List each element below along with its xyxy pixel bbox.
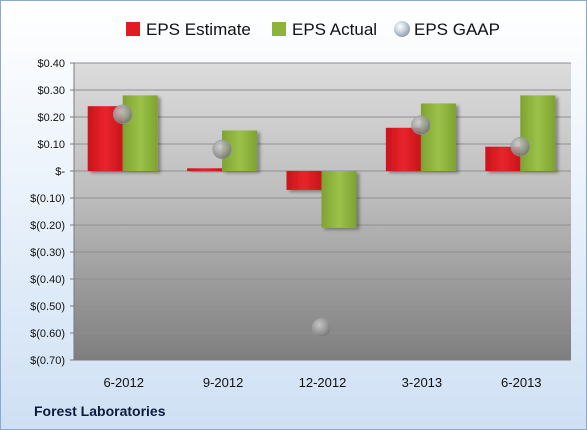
eps-gaap-point (212, 139, 232, 160)
x-tick-label: 12-2012 (299, 375, 347, 390)
legend-eps-gaap: EPS GAAP (394, 20, 500, 39)
legend-label: EPS Actual (292, 20, 377, 39)
legend-label: EPS GAAP (414, 20, 500, 39)
y-tick-label: $(0.60) (30, 328, 65, 340)
legend-eps-actual: EPS Actual (272, 20, 377, 39)
y-tick-label: $(0.30) (30, 247, 65, 259)
y-tick-label: $0.10 (37, 139, 65, 151)
legend-swatch (126, 22, 140, 36)
legend-swatch (394, 21, 410, 37)
gaap-points (112, 104, 531, 338)
legend: EPS Estimate EPS Actual EPS GAAP (126, 20, 500, 39)
x-tick-label: 3-2013 (402, 375, 442, 390)
y-tick-label: $0.40 (37, 58, 65, 70)
legend-swatch (272, 22, 286, 36)
y-tick-label: $(0.40) (30, 274, 65, 286)
legend-eps-estimate: EPS Estimate (126, 20, 251, 39)
y-tick-label: $- (55, 166, 65, 178)
y-tick-label: $(0.20) (30, 220, 65, 232)
eps-actual-bar (420, 103, 456, 171)
x-tick-label: 6-2013 (501, 375, 541, 390)
eps-gaap-point (510, 136, 531, 157)
eps-gaap-point (411, 115, 431, 135)
eps-actual-bar (520, 95, 556, 171)
legend-label: EPS Estimate (146, 20, 251, 39)
eps-gaap-point (112, 104, 133, 125)
y-tick-label: $0.20 (37, 112, 65, 124)
y-tick-label: $(0.70) (30, 355, 65, 367)
y-axis: $0.40 $0.30 $0.20 $0.10 $- $(0.10) $(0.20) $(0.… (30, 58, 75, 367)
x-tick-label: 6-2012 (103, 375, 143, 390)
y-tick-label: $(0.10) (30, 193, 65, 205)
x-axis: 6-2012 9-2012 12-2012 3-2013 6-2013 (74, 359, 571, 390)
eps-estimate-bar (187, 168, 223, 171)
x-tick-label: 9-2012 (203, 375, 243, 390)
y-tick-label: $(0.50) (30, 301, 65, 313)
eps-estimate-bar (385, 127, 421, 171)
eps-gaap-point (311, 317, 332, 338)
eps-actual-bar (321, 171, 357, 228)
company-name: Forest Laboratories (34, 403, 166, 419)
y-tick-label: $0.30 (37, 85, 65, 97)
eps-estimate-bar (286, 171, 322, 190)
